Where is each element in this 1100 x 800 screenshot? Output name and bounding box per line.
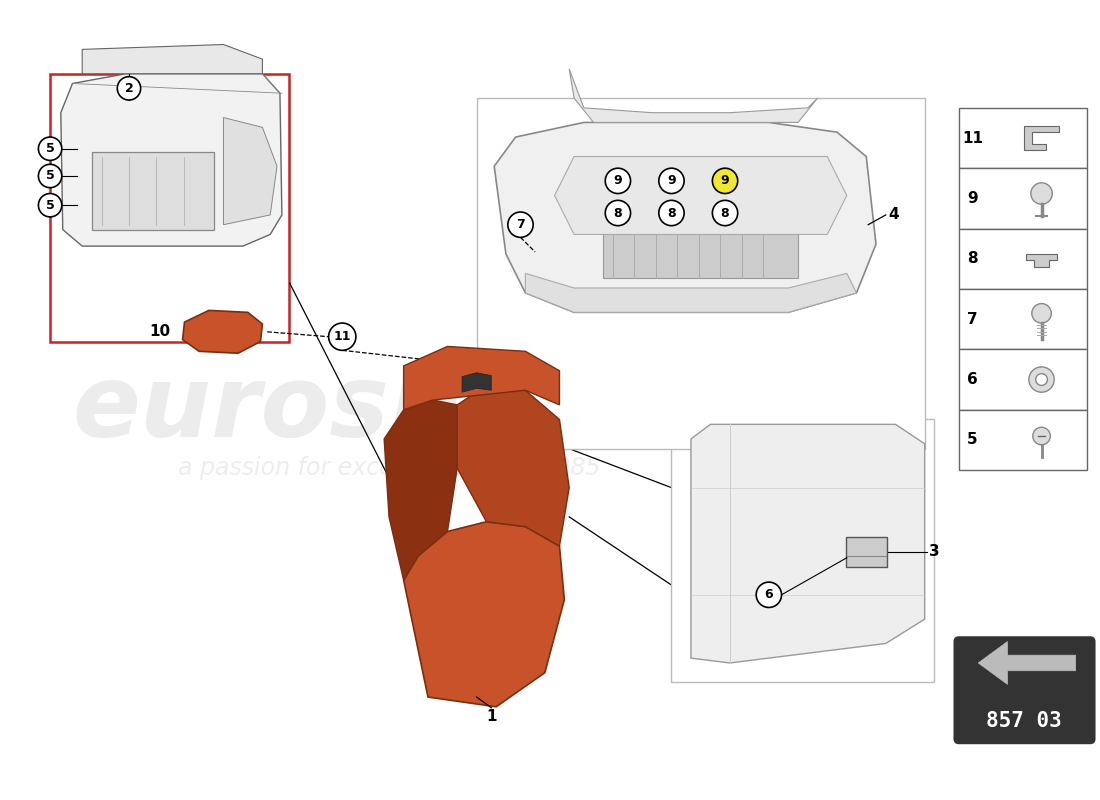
FancyBboxPatch shape: [846, 538, 887, 566]
Text: 9: 9: [668, 174, 675, 187]
Text: 10: 10: [150, 324, 170, 339]
Text: 8: 8: [614, 206, 623, 219]
Polygon shape: [691, 424, 925, 663]
Text: 6: 6: [764, 588, 773, 602]
FancyBboxPatch shape: [959, 229, 1087, 289]
FancyBboxPatch shape: [959, 108, 1087, 168]
Text: 5: 5: [46, 142, 55, 155]
Text: eurospares: eurospares: [73, 362, 705, 458]
Polygon shape: [1024, 126, 1059, 150]
Circle shape: [39, 164, 62, 188]
Circle shape: [1032, 303, 1052, 323]
Circle shape: [39, 194, 62, 217]
Polygon shape: [183, 310, 263, 354]
Circle shape: [118, 77, 141, 100]
Text: 7: 7: [967, 312, 978, 326]
Text: 11: 11: [333, 330, 351, 343]
FancyBboxPatch shape: [959, 289, 1087, 350]
Circle shape: [1031, 183, 1053, 204]
Circle shape: [1028, 367, 1054, 392]
FancyBboxPatch shape: [959, 168, 1087, 229]
Text: 8: 8: [668, 206, 675, 219]
Text: 8: 8: [967, 251, 978, 266]
Text: a passion for excellence since 1985: a passion for excellence since 1985: [178, 456, 601, 480]
FancyBboxPatch shape: [51, 74, 288, 342]
FancyBboxPatch shape: [955, 638, 1094, 743]
Polygon shape: [404, 522, 564, 706]
Circle shape: [1033, 427, 1050, 445]
Polygon shape: [569, 69, 817, 122]
Text: 6: 6: [967, 372, 978, 387]
FancyBboxPatch shape: [603, 234, 799, 278]
Text: 9: 9: [720, 174, 729, 187]
Polygon shape: [60, 74, 282, 246]
Polygon shape: [554, 157, 847, 234]
Circle shape: [756, 582, 781, 607]
Polygon shape: [494, 122, 876, 312]
Polygon shape: [223, 118, 277, 225]
FancyBboxPatch shape: [959, 350, 1087, 410]
Polygon shape: [978, 642, 1076, 684]
Polygon shape: [82, 45, 263, 74]
Circle shape: [659, 168, 684, 194]
Text: 4: 4: [888, 207, 899, 222]
Text: 8: 8: [720, 206, 729, 219]
Text: 857 03: 857 03: [987, 711, 1062, 731]
Text: 1: 1: [486, 709, 496, 724]
Circle shape: [713, 200, 738, 226]
FancyBboxPatch shape: [476, 98, 925, 449]
Circle shape: [508, 212, 534, 238]
FancyBboxPatch shape: [671, 419, 934, 682]
Circle shape: [605, 200, 630, 226]
Circle shape: [605, 168, 630, 194]
FancyBboxPatch shape: [959, 410, 1087, 470]
Circle shape: [1036, 374, 1047, 386]
FancyBboxPatch shape: [92, 152, 213, 230]
Text: 5: 5: [967, 433, 978, 447]
Text: 11: 11: [961, 130, 983, 146]
Text: 5: 5: [46, 198, 55, 212]
Circle shape: [713, 168, 738, 194]
Text: 7: 7: [516, 218, 525, 231]
Polygon shape: [384, 400, 458, 580]
Polygon shape: [458, 386, 569, 546]
Text: 3: 3: [930, 545, 939, 559]
Circle shape: [329, 323, 356, 350]
Text: 5: 5: [46, 170, 55, 182]
Polygon shape: [404, 346, 560, 410]
Circle shape: [659, 200, 684, 226]
Circle shape: [39, 137, 62, 161]
Polygon shape: [526, 274, 857, 312]
Text: 9: 9: [614, 174, 623, 187]
Text: 2: 2: [124, 82, 133, 95]
Text: 9: 9: [967, 191, 978, 206]
Polygon shape: [462, 373, 492, 392]
Polygon shape: [1026, 254, 1057, 266]
